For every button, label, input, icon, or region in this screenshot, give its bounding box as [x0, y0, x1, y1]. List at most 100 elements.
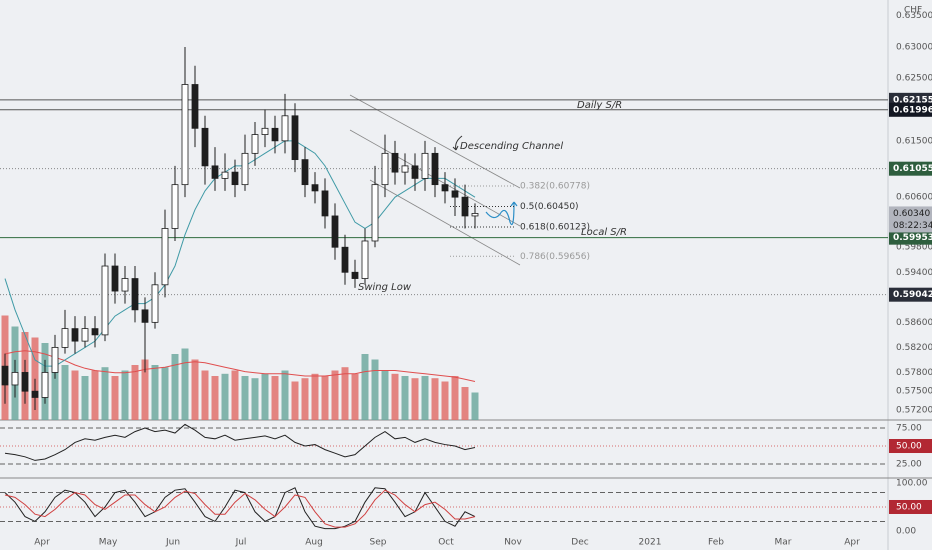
volume-bar — [131, 365, 139, 420]
fib-label: 0.382(0.60778) — [520, 182, 590, 192]
y-tick-label: 0.58600 — [896, 318, 932, 328]
annotation: Local S/R — [581, 227, 627, 238]
volume-bar — [191, 359, 199, 420]
candle-body — [311, 184, 319, 192]
rsi-tick-label: 25.00 — [896, 460, 922, 470]
countdown: 08:22:34 — [893, 221, 932, 231]
level-label: 0.61996 — [893, 105, 932, 115]
fib-label: 0.618(0.60123) — [520, 223, 590, 233]
stoch-tick-label: 0.00 — [896, 526, 916, 536]
volume-bar — [201, 370, 209, 420]
volume-bar — [471, 392, 479, 420]
y-tick-label: 0.60600 — [896, 193, 932, 203]
candle-body — [71, 328, 79, 342]
volume-bar — [251, 378, 259, 420]
candle-body — [321, 190, 329, 217]
candle-body — [91, 328, 99, 336]
volume-bar — [281, 370, 289, 420]
candle-body — [41, 372, 49, 398]
x-tick-label: Apr — [34, 538, 50, 548]
candle-body — [11, 372, 19, 386]
x-tick-label: Oct — [438, 538, 454, 548]
x-tick-label: Mar — [775, 538, 792, 548]
candle-body — [121, 278, 129, 292]
annotation: Daily S/R — [577, 100, 622, 111]
volume-bar — [391, 373, 399, 420]
y-tick-label: 0.63500 — [896, 11, 932, 21]
x-tick-label: Jul — [235, 538, 247, 548]
x-tick-label: May — [99, 538, 118, 548]
volume-bar — [161, 367, 169, 420]
candle-body — [101, 265, 109, 336]
candle-body — [351, 271, 359, 279]
volume-bar — [331, 370, 339, 420]
volume-bar — [151, 365, 159, 420]
level-box — [889, 161, 932, 176]
rsi-tick-label: 50.00 — [896, 442, 922, 452]
candle-body — [201, 127, 209, 167]
fib-label: 0.786(0.59656) — [520, 252, 590, 262]
volume-bar — [101, 367, 109, 420]
level-box — [889, 102, 932, 117]
stoch-mid-box — [889, 499, 932, 514]
volume-bar — [111, 376, 119, 420]
last-price-label: 0.60340 — [893, 209, 930, 219]
y-tick-label: 0.63000 — [896, 42, 932, 52]
volume-bar — [211, 376, 219, 420]
candle-body — [151, 284, 159, 323]
volume-bar — [461, 387, 469, 420]
volume-ma — [4, 350, 476, 382]
channel-line — [349, 94, 521, 189]
candle-body — [141, 309, 149, 323]
x-tick-label: Nov — [504, 538, 522, 548]
candle-body — [161, 228, 169, 286]
candle-body — [341, 246, 349, 273]
level-box — [889, 287, 932, 302]
candle-body — [131, 278, 139, 311]
candle-body — [441, 184, 449, 192]
x-tick-label: 2021 — [639, 538, 662, 548]
candle-body — [61, 328, 69, 348]
stoch-d — [4, 489, 476, 528]
y-tick-label: 0.59800 — [896, 243, 932, 253]
rsi-mid-box — [889, 439, 932, 454]
volume-bar — [181, 348, 189, 420]
y-tick-label: 0.57800 — [896, 368, 932, 378]
stoch-tick-label: 100.00 — [896, 478, 928, 488]
volume-bar — [351, 373, 359, 420]
volume-bar — [311, 373, 319, 420]
volume-bar — [231, 370, 239, 420]
x-tick-label: Jun — [165, 538, 180, 548]
level-box — [889, 230, 932, 245]
volume-bar — [221, 373, 229, 420]
volume-bar — [261, 373, 269, 420]
candle-body — [171, 184, 179, 229]
candle-body — [291, 115, 299, 161]
candle-body — [381, 152, 389, 186]
volume-bar — [291, 381, 299, 420]
candle-body — [461, 196, 469, 217]
volume-bar — [431, 378, 439, 420]
candle-body — [221, 171, 229, 179]
level-label: 0.61055 — [893, 164, 932, 174]
channel-line — [369, 179, 521, 266]
candle-body — [51, 346, 59, 373]
candle-body — [211, 165, 219, 179]
candle-body — [301, 159, 309, 186]
candle-body — [251, 134, 259, 154]
candle-body — [271, 127, 279, 142]
volume-bar — [61, 365, 69, 420]
candle-body — [411, 165, 419, 179]
y-tick-label: 0.61500 — [896, 136, 932, 146]
candle-body — [331, 215, 339, 248]
x-tick-label: Feb — [708, 538, 724, 548]
y-tick-label: 0.57200 — [896, 405, 932, 415]
level-label: 0.59042 — [893, 290, 932, 300]
candle-body — [361, 240, 369, 279]
volume-bar — [441, 381, 449, 420]
last-price-box — [889, 206, 932, 233]
rsi-line — [4, 423, 476, 461]
volume-bar — [51, 359, 59, 420]
candle-body — [111, 265, 119, 292]
